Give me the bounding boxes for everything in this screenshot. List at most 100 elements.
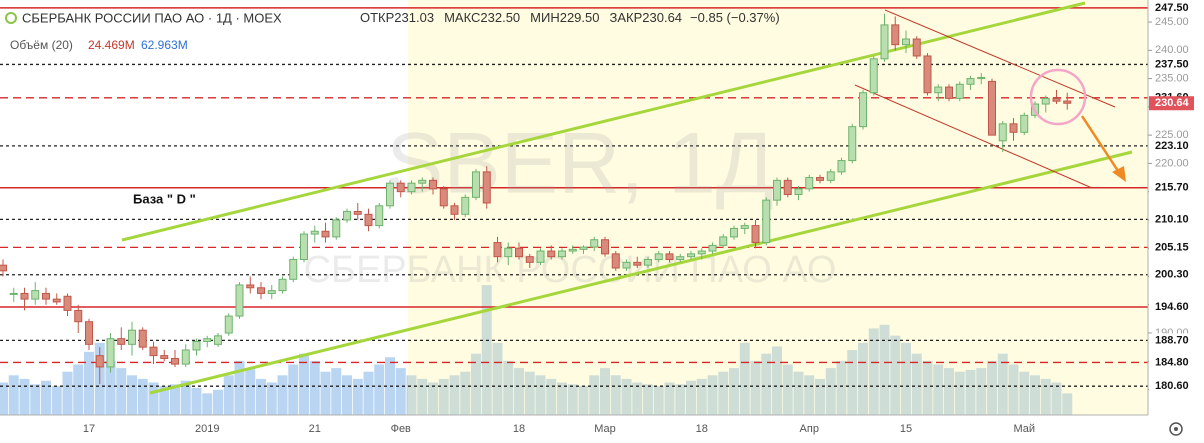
gear-center[interactable] — [1174, 427, 1178, 431]
header-change: −0.85 (−0.37%) — [690, 10, 780, 25]
candle-body — [386, 182, 394, 207]
candle-body — [31, 290, 40, 300]
candle-body — [343, 210, 351, 221]
volume-bar — [84, 351, 94, 415]
candle-body — [214, 335, 222, 345]
volume-bar — [62, 371, 73, 415]
candle-body — [719, 236, 728, 246]
x-tick-label: Апр — [800, 423, 819, 435]
candle-body — [923, 55, 932, 94]
level-label-bg — [1149, 180, 1194, 195]
axis-labels: 180.00185.00190.00195.00200.00205.00210.… — [83, 0, 1194, 435]
volume-bar — [159, 386, 170, 415]
candle-body — [278, 278, 287, 292]
x-tick-label: Фев — [391, 423, 411, 435]
volume-legend-name: Объём (20) — [10, 38, 73, 52]
header-value: 232.50 — [480, 10, 520, 25]
volume-bar — [438, 378, 449, 415]
volume-bar — [395, 368, 406, 415]
candle-body — [579, 246, 588, 250]
candle-body — [1041, 97, 1050, 105]
candle-body — [235, 284, 244, 317]
level-label: 188.70 — [1155, 334, 1189, 346]
candle-body — [418, 179, 427, 184]
volume-bar — [342, 375, 352, 415]
candle-body — [869, 58, 878, 94]
candles — [0, 13, 1072, 384]
candle-body — [773, 179, 781, 201]
y-tick-label: 240.00 — [1155, 44, 1189, 56]
candle-body — [687, 253, 695, 258]
plot-background — [0, 0, 1148, 415]
settings-button[interactable] — [1169, 422, 1183, 436]
ohlc-header: ОТКР231.03 МАКС232.50 МИН229.50 ЗАКР230.64−… — [360, 10, 780, 25]
candle-body — [880, 24, 889, 60]
candle-body — [106, 338, 115, 368]
x-tick-label: 21 — [309, 423, 321, 435]
candle-body — [977, 76, 986, 80]
candle-body — [52, 298, 61, 303]
volume-bar — [503, 360, 514, 415]
watermark: SBER, 1Д — [386, 116, 774, 212]
candle-body — [192, 340, 201, 351]
volume-bar — [879, 324, 890, 415]
volume-bar — [567, 384, 578, 415]
volume-bar — [19, 378, 30, 415]
candle-body — [74, 309, 83, 323]
volume-bar — [739, 342, 750, 415]
candle-body — [321, 230, 330, 238]
volume-bar — [643, 384, 653, 415]
level-label-bg — [1149, 57, 1194, 72]
volume-bar — [600, 368, 610, 415]
volume-pane — [0, 285, 1073, 415]
volume-bar — [256, 378, 266, 415]
volume-bar — [954, 371, 965, 415]
candle-body — [1009, 123, 1018, 133]
volume-bar — [73, 364, 84, 415]
volume-bar — [320, 371, 331, 415]
volume-bar — [825, 368, 836, 415]
volume-bar — [127, 375, 137, 415]
candle-body — [783, 179, 792, 195]
volume-bar — [460, 371, 471, 415]
level-label-bg — [1149, 138, 1194, 153]
volume-bar — [686, 380, 696, 415]
volume-bar — [782, 364, 793, 415]
candle-body — [515, 247, 523, 258]
arrow — [1080, 115, 1122, 175]
volume-bar — [944, 368, 954, 415]
candle-body — [289, 259, 298, 280]
candle-body — [20, 292, 29, 300]
volume-bar — [933, 364, 944, 415]
volume-bar — [105, 360, 116, 415]
y-tick-label: 235.00 — [1155, 72, 1189, 84]
volume-bar — [718, 371, 729, 415]
candle-body — [805, 177, 814, 190]
volume-bar — [836, 360, 847, 415]
volume-bar — [675, 384, 686, 415]
candle-body — [0, 264, 7, 272]
volume-bar — [288, 364, 299, 415]
volume-bar — [1030, 375, 1040, 415]
volume-bar — [481, 285, 492, 415]
candle-body — [149, 346, 158, 357]
volume-bar — [696, 378, 707, 415]
volume-bar — [707, 375, 718, 415]
level-label: 194.60 — [1155, 301, 1189, 313]
volume-bar — [653, 386, 664, 415]
candle-body — [203, 338, 212, 342]
gear[interactable] — [1169, 422, 1183, 436]
candle-body — [622, 261, 631, 269]
x-tick-label: Мар — [594, 423, 616, 435]
candle-body — [762, 199, 771, 244]
level-label-bg — [1149, 267, 1194, 282]
y-tick-label: 225.00 — [1155, 129, 1189, 141]
volume-bar — [8, 375, 19, 415]
volume-bar — [148, 382, 159, 415]
candle-body — [794, 188, 803, 195]
volume-bar — [492, 342, 503, 415]
candle-body — [181, 349, 190, 365]
candle-body — [429, 179, 437, 190]
volume-bar — [374, 364, 385, 415]
candle-body — [396, 182, 405, 193]
